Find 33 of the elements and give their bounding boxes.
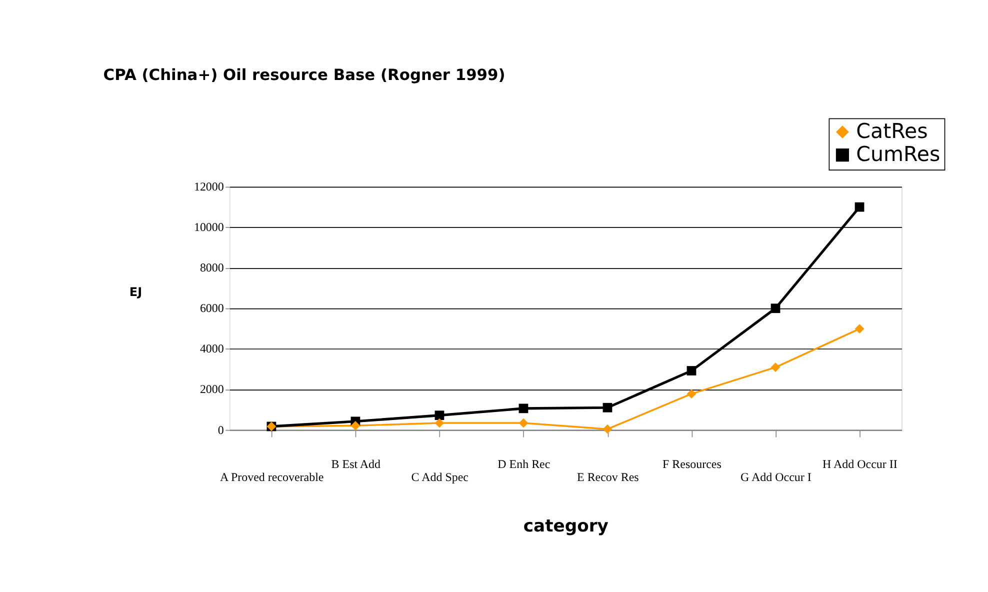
y-tick-label: 8000 [200, 260, 224, 275]
x-tick-label: D Enh Rec [498, 457, 550, 472]
y-tick-label: 6000 [200, 301, 224, 316]
point [602, 402, 612, 412]
point [350, 420, 360, 430]
x-tick-label: A Proved recoverable [220, 470, 324, 484]
point [854, 202, 864, 212]
x-tick-label: C Add Spec [411, 470, 468, 484]
point [770, 362, 780, 372]
y-tick-label: 4000 [200, 342, 224, 356]
point [770, 304, 780, 314]
x-tick-label: E Recov Res [577, 470, 640, 484]
point [602, 424, 612, 434]
point [518, 418, 528, 428]
y-tick-label: 2000 [200, 382, 224, 396]
y-tick-label: 10000 [194, 220, 224, 234]
legend-label: CumRes [856, 142, 940, 166]
x-tick-label: B Est Add [331, 457, 381, 472]
point [686, 366, 696, 376]
x-tick-label: H Add Occur II [822, 457, 898, 472]
y-tick-label: 0 [218, 422, 224, 437]
y-axis-title: EJ [129, 284, 142, 299]
point [686, 389, 696, 399]
x-tick-label: G Add Occur I [740, 470, 812, 484]
legend-label: CatRes [856, 118, 928, 143]
chart-title: CPA (China+) Oil resource Base (Rogner 1999) [103, 66, 506, 84]
point [854, 324, 864, 334]
y-tick-label: 12000 [194, 180, 224, 194]
point [434, 418, 444, 428]
x-axis-title: category [523, 516, 608, 536]
point [518, 404, 528, 414]
x-tick-label: F Resources [662, 457, 722, 472]
point [434, 410, 444, 420]
